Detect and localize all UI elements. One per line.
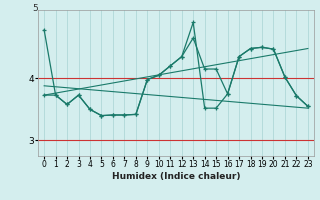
Text: 5: 5 bbox=[33, 4, 38, 13]
X-axis label: Humidex (Indice chaleur): Humidex (Indice chaleur) bbox=[112, 172, 240, 181]
